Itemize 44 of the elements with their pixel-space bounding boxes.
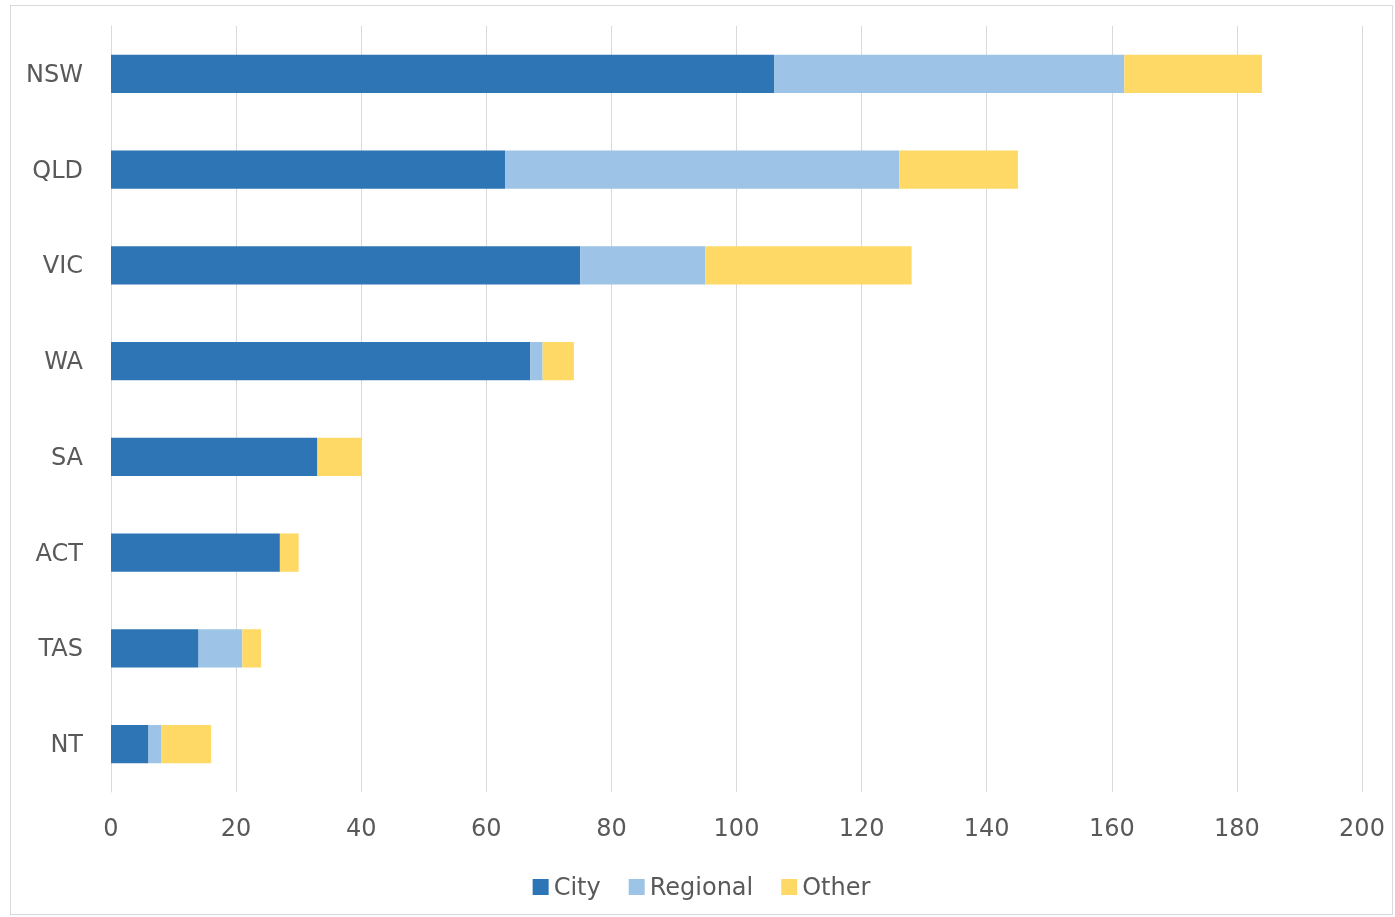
y-tick-label: SA — [50, 442, 84, 471]
x-tick-label: 60 — [471, 814, 502, 842]
bar — [111, 629, 199, 668]
legend-label: City — [553, 873, 601, 901]
x-tick-label: 200 — [1339, 814, 1385, 842]
bar — [161, 724, 212, 764]
x-tick-label: 180 — [1213, 814, 1260, 842]
bar — [111, 54, 775, 94]
y-tick-label: VIC — [42, 251, 83, 280]
bar — [111, 724, 149, 764]
bar — [1124, 54, 1262, 94]
y-tick-label: TAS — [37, 634, 83, 663]
bar — [111, 150, 506, 189]
x-tick-label: 140 — [963, 814, 1010, 842]
x-tick-label: 100 — [713, 814, 760, 842]
bar — [242, 629, 262, 668]
bar — [317, 437, 362, 477]
bar — [111, 437, 318, 477]
y-tick-label: ACT — [35, 538, 84, 567]
bar — [530, 341, 543, 381]
y-tick-label: QLD — [32, 155, 83, 184]
x-tick-label: 120 — [838, 814, 885, 842]
bar — [542, 341, 574, 381]
y-tick-label: NT — [50, 730, 84, 759]
bar — [148, 724, 162, 764]
bar — [198, 629, 243, 668]
x-tick-label: 0 — [103, 814, 119, 842]
bar — [580, 246, 706, 285]
y-tick-label: WA — [44, 347, 84, 376]
bar — [111, 341, 531, 381]
x-tick-label: 160 — [1088, 814, 1135, 842]
bar — [505, 150, 900, 189]
bar — [774, 54, 1125, 94]
y-tick-label: NSW — [26, 59, 83, 88]
bar — [279, 533, 299, 572]
bar — [111, 533, 280, 572]
bar — [111, 246, 581, 285]
x-tick-label: 80 — [596, 814, 627, 842]
bar — [899, 150, 1018, 189]
bar — [705, 246, 912, 285]
legend-label: Other — [802, 873, 871, 901]
x-tick-label: 40 — [345, 814, 377, 842]
x-tick-label: 20 — [220, 814, 252, 842]
legend-label: Regional — [649, 873, 754, 901]
